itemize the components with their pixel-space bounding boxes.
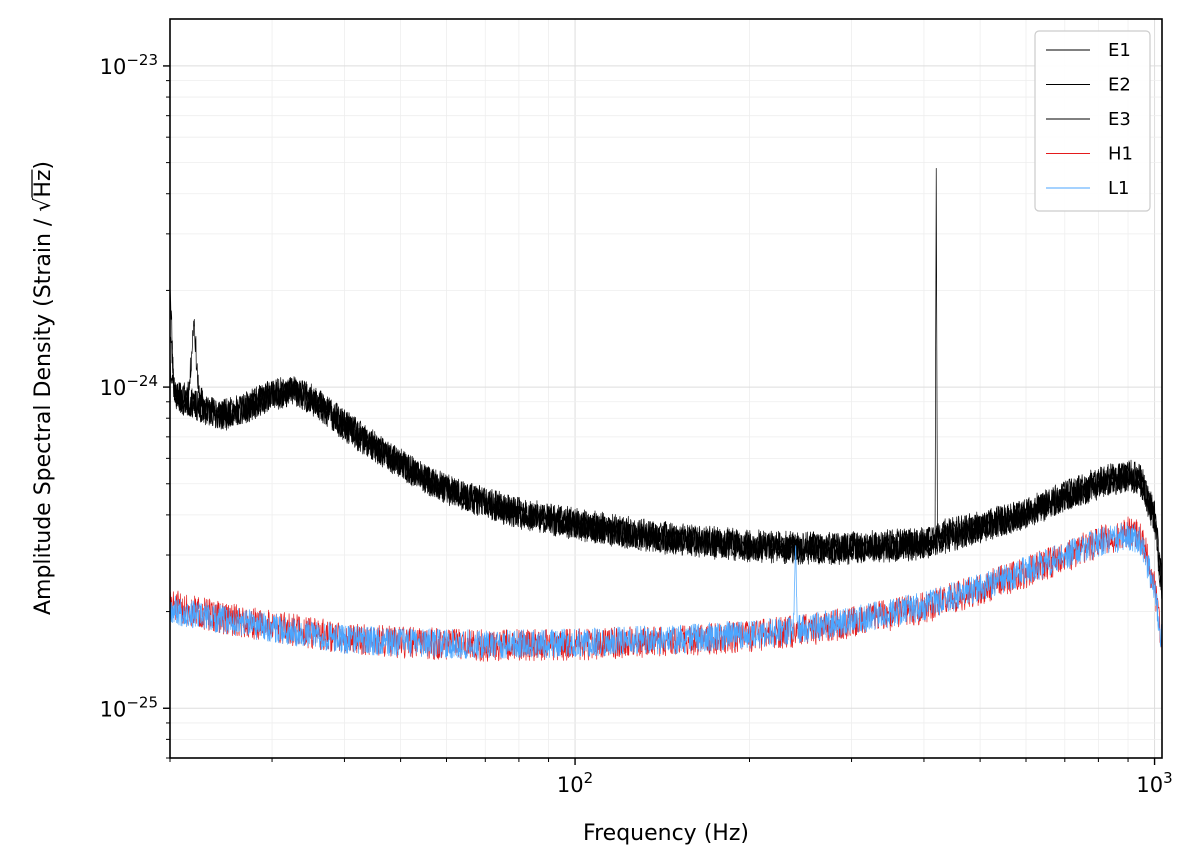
y-axis-label: Amplitude Spectral Density (Strain / √Hz… <box>31 161 56 615</box>
y-axis-label-text: Amplitude Spectral Density (Strain / <box>31 212 56 615</box>
y-tick-label: 10−24 <box>100 372 158 400</box>
legend: E1 E2 E3 H1 L1 <box>1034 30 1151 212</box>
plot-area-frame <box>169 18 1163 759</box>
series-line-l1 <box>170 521 1162 659</box>
x-tick-label: 102 <box>557 769 593 797</box>
legend-frame <box>1034 30 1151 212</box>
grid <box>169 19 1162 759</box>
series-line-e3 <box>170 359 1162 599</box>
y-tick-label: 10−23 <box>100 51 158 79</box>
legend-label-e2: E2 <box>1108 75 1131 96</box>
legend-label-h1: H1 <box>1108 144 1133 165</box>
axis-ticks <box>163 65 1156 765</box>
y-axis-label-root-sign: √ <box>31 197 56 212</box>
x-axis-label: Frequency (Hz) <box>583 821 749 846</box>
legend-label-l1: L1 <box>1108 178 1129 199</box>
y-axis-label-close: ) <box>31 161 56 170</box>
legend-label-e3: E3 <box>1108 109 1131 130</box>
y-tick-label: 10−25 <box>100 693 158 721</box>
x-tick-label: 103 <box>1136 769 1172 797</box>
tick-labels: 102 103 10−25 10−24 10−23 <box>100 51 1173 797</box>
legend-label-e1: E1 <box>1108 40 1131 61</box>
series-lines <box>170 167 1162 662</box>
y-axis-label-radicand: Hz <box>31 170 56 198</box>
